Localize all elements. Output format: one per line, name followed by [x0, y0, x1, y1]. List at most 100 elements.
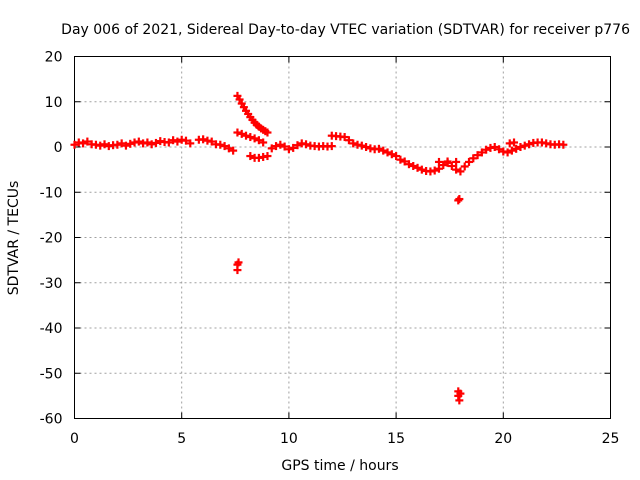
data-point [503, 148, 512, 157]
data-point [235, 95, 244, 104]
y-tick-label: -30 [40, 276, 63, 292]
x-tick-label: 25 [602, 431, 620, 447]
data-point [510, 138, 519, 147]
data-point [134, 137, 143, 146]
data-point [263, 152, 272, 161]
data-point [525, 140, 534, 149]
data-point [302, 140, 311, 149]
data-point [70, 140, 79, 149]
data-point [516, 143, 525, 151]
y-tick-label: -20 [40, 231, 63, 247]
data-point [100, 140, 109, 149]
data-point [250, 134, 259, 143]
y-tick-label: 0 [54, 140, 63, 156]
data-point [362, 143, 371, 151]
data-point [259, 138, 268, 147]
data-point [477, 148, 486, 157]
data-point [96, 141, 105, 150]
data-point [246, 152, 255, 161]
data-point [490, 143, 499, 151]
data-point [83, 137, 92, 146]
data-point [254, 136, 263, 145]
data-point [357, 141, 366, 150]
data-point [430, 166, 439, 175]
data-point [460, 162, 469, 171]
data-point [121, 141, 130, 150]
data-point [473, 151, 482, 160]
data-point [469, 154, 478, 163]
data-point [143, 138, 152, 147]
x-tick-label: 15 [387, 431, 405, 447]
data-point [246, 133, 255, 142]
chart-title: Day 006 of 2021, Sidereal Day-to-day VTE… [61, 22, 630, 38]
data-point [559, 140, 568, 149]
y-tick-label: -40 [40, 321, 63, 337]
data-point [293, 141, 302, 150]
data-point [400, 157, 409, 166]
data-point [392, 152, 401, 161]
grid-lines [74, 56, 611, 419]
data-point [520, 141, 529, 150]
data-point [439, 161, 448, 170]
data-point [344, 136, 353, 145]
data-point [113, 140, 122, 149]
data-point [186, 139, 195, 148]
data-point [455, 396, 464, 405]
data-point [126, 139, 135, 148]
data-point [447, 162, 456, 171]
data-point [454, 196, 463, 205]
data-point [512, 144, 521, 153]
axis-ticks [74, 56, 611, 419]
data-point [379, 146, 388, 155]
data-point [374, 144, 383, 153]
data-point [456, 389, 465, 398]
data-point [284, 145, 293, 154]
y-tick-label: -60 [40, 412, 63, 428]
data-point [216, 140, 225, 149]
y-tick-label: 10 [45, 95, 63, 111]
data-point [233, 266, 242, 275]
data-point [79, 139, 88, 148]
data-point [289, 143, 298, 152]
data-point [220, 142, 229, 151]
data-point [456, 167, 465, 176]
data-point [434, 164, 443, 173]
data-point [272, 142, 281, 151]
data-point [199, 135, 208, 144]
data-point [443, 157, 452, 166]
y-tick-label: 20 [45, 50, 63, 66]
data-point [147, 140, 156, 149]
data-point [263, 128, 272, 137]
data-point [224, 144, 233, 153]
data-point [409, 162, 418, 171]
x-tick-label: 20 [494, 431, 512, 447]
data-point [267, 144, 276, 153]
data-point [413, 163, 422, 172]
data-point [117, 139, 126, 148]
data-point [173, 137, 182, 146]
data-point [349, 139, 358, 148]
data-point [507, 146, 516, 155]
data-point [237, 129, 246, 138]
data-point [482, 145, 491, 154]
x-tick-labels: 0 5 10 15 20 25 [70, 431, 619, 447]
data-point [387, 150, 396, 159]
y-axis-label: SDTVAR / TECUs [6, 181, 22, 296]
data-point [164, 138, 173, 147]
data-point [233, 128, 242, 137]
data-point [495, 145, 504, 154]
data-point [181, 136, 190, 145]
data-point [151, 138, 160, 147]
data-point [383, 148, 392, 157]
data-point [234, 258, 243, 267]
data-point [396, 155, 405, 164]
data-point [452, 157, 461, 166]
data-point [327, 142, 336, 151]
data-point [404, 160, 413, 169]
data-point [169, 136, 178, 145]
y-tick-label: -50 [40, 366, 63, 382]
data-points [70, 91, 568, 405]
data-point [452, 165, 461, 174]
data-point [229, 146, 238, 155]
